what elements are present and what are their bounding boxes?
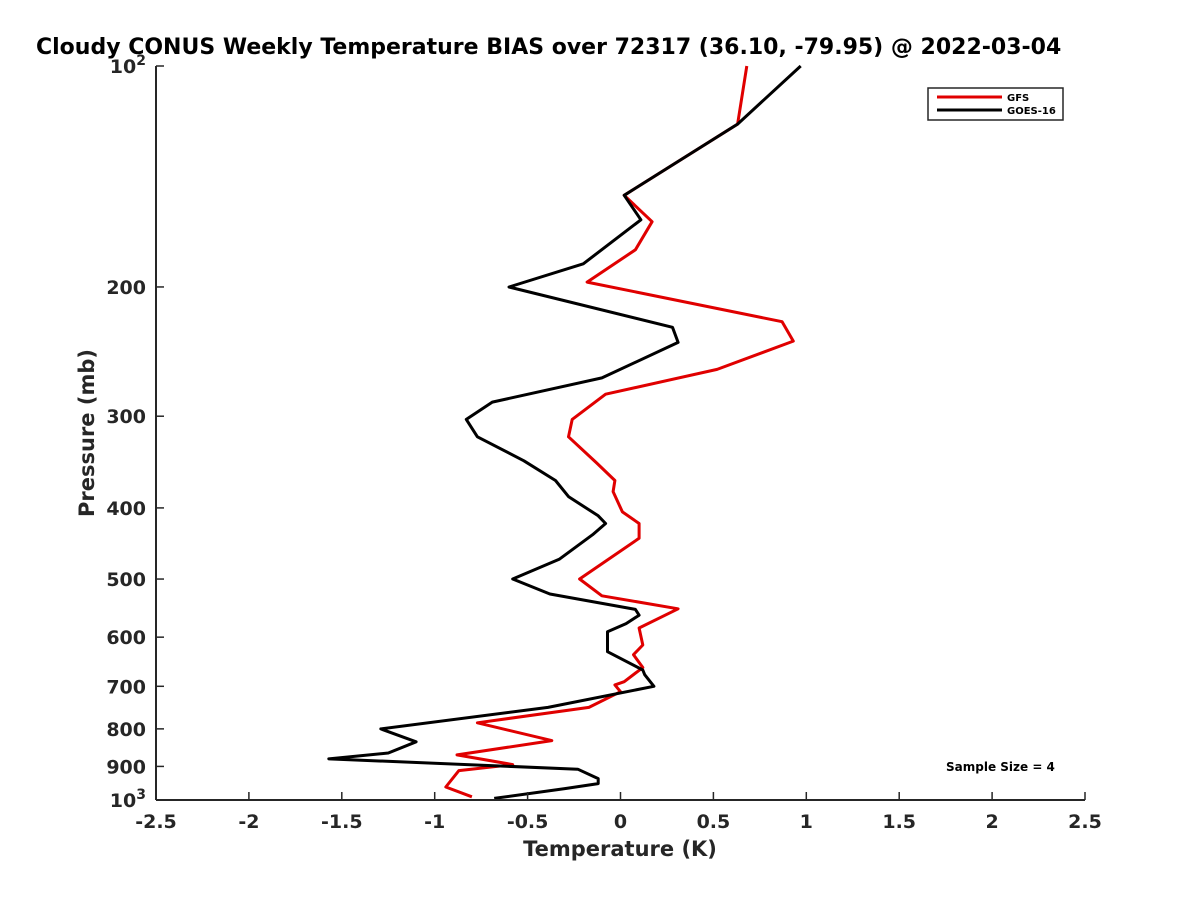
x-tick-label: -2.5 <box>135 811 177 833</box>
legend-label-goes16: GOES-16 <box>1007 106 1056 117</box>
y-tick-label: 103 <box>110 787 146 812</box>
y-tick-label: 400 <box>106 498 146 520</box>
series-line-gfs <box>444 65 795 799</box>
y-tick-label: 900 <box>106 756 146 778</box>
x-axis-label: Temperature (K) <box>523 837 717 861</box>
y-tick-label: 300 <box>106 406 146 428</box>
plot-area <box>327 64 802 800</box>
chart-title: Cloudy CONUS Weekly Temperature BIAS ove… <box>36 35 1061 60</box>
y-axis-label: Pressure (mb) <box>75 349 99 517</box>
y-tick-label: 500 <box>106 569 146 591</box>
series-line-goes16 <box>327 64 802 800</box>
y-axis-ticks: 200 300 400 500 600 700 800 900 102 103 <box>106 53 164 812</box>
y-tick-label: 600 <box>106 627 146 649</box>
x-tick-label: 1 <box>800 811 813 833</box>
y-tick-label: 700 <box>106 676 146 698</box>
x-tick-label: -0.5 <box>507 811 549 833</box>
x-tick-label: 0 <box>614 811 627 833</box>
x-tick-label: 0.5 <box>697 811 731 833</box>
x-tick-label: -2 <box>238 811 259 833</box>
legend-label-gfs: GFS <box>1007 93 1029 104</box>
y-tick-label: 102 <box>110 53 146 78</box>
legend-box <box>927 87 1064 121</box>
x-tick-label: 2 <box>985 811 998 833</box>
sample-size-annotation: Sample Size = 4 <box>946 760 1055 774</box>
x-tick-label: -1.5 <box>321 811 363 833</box>
x-tick-label: 2.5 <box>1068 811 1102 833</box>
x-tick-label: 1.5 <box>882 811 916 833</box>
y-tick-label: 800 <box>106 719 146 741</box>
x-axis-ticks: -2.5 -2 -1.5 -1 -0.5 0 0.5 1 1.5 2 2.5 <box>135 792 1102 833</box>
legend: GFS GOES-16 <box>927 87 1064 121</box>
x-tick-label: -1 <box>424 811 445 833</box>
y-tick-label: 200 <box>106 277 146 299</box>
